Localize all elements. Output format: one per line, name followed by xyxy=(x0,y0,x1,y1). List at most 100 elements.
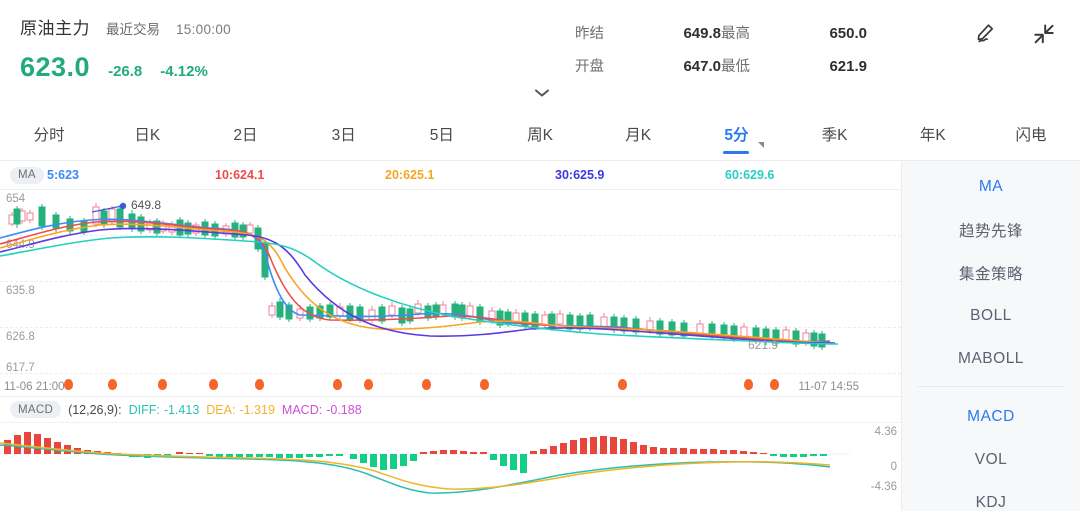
indicator-sidebar: MA 趋势先锋 集金策略 BOLL MABOLL MACD VOL KDJ xyxy=(901,161,1080,511)
gridline xyxy=(0,235,901,236)
tab-label: 5日 xyxy=(429,127,454,144)
session-dot xyxy=(64,379,73,390)
gridline xyxy=(0,281,901,282)
sidebar-item-label: 趋势先锋 xyxy=(958,222,1023,240)
tab-5day[interactable]: 5日 xyxy=(393,108,491,161)
chevron-down-icon[interactable] xyxy=(534,88,550,98)
session-dot xyxy=(333,379,342,390)
tab-3day[interactable]: 3日 xyxy=(295,108,393,161)
sidebar-item-label: 集金策略 xyxy=(958,265,1023,283)
indicator-group-main: MA 趋势先锋 集金策略 BOLL MABOLL xyxy=(902,161,1080,380)
stat-label-prev-settle: 昨结 xyxy=(575,26,604,42)
sidebar-item-label: MA xyxy=(978,177,1004,195)
session-dot xyxy=(480,379,489,390)
macd-diff-value: -1.413 xyxy=(163,402,200,417)
sidebar-item-gold-strategy[interactable]: 集金策略 xyxy=(902,251,1080,294)
dea-line xyxy=(0,442,831,490)
session-dot xyxy=(422,379,431,390)
last-price: 623.0 xyxy=(20,52,91,82)
stat-label-open: 开盘 xyxy=(575,59,604,75)
ma20-line xyxy=(0,223,833,344)
tab-label: 周K xyxy=(527,127,553,144)
macd-dea-value: -1.319 xyxy=(239,402,275,417)
ma-legend-ma5: 5:623 xyxy=(47,168,79,182)
macd-axis-label-bottom: -4.36 xyxy=(870,481,897,493)
tab-label: 5分 xyxy=(724,127,749,144)
sidebar-item-label: MABOLL xyxy=(958,349,1024,367)
macd-indicator-chip[interactable]: MACD xyxy=(10,401,62,418)
gridline xyxy=(0,327,901,328)
sidebar-item-kdj[interactable]: KDJ xyxy=(902,481,1080,511)
tab-label: 分时 xyxy=(33,127,65,144)
last-trade-label: 最近交易 xyxy=(106,22,160,37)
price-axis-label-3: 626.8 xyxy=(6,331,35,343)
last-trade-time: 15:00:00 xyxy=(176,22,231,37)
price-chart-pane[interactable]: 654 644.9 635.8 626.8 617.7 xyxy=(0,189,901,374)
macd-chart-pane[interactable]: 4.36 0 -4.36 xyxy=(0,422,901,510)
tab-dayk[interactable]: 日K xyxy=(98,108,196,161)
tab-label: 日K xyxy=(134,127,161,144)
macd-legend: MACD (12,26,9): DIFF: -1.413 DEA: -1.319… xyxy=(0,396,901,422)
quote-header: 原油主力 最近交易 15:00:00 623.0 -26.8 -4.12% 昨结… xyxy=(0,0,1080,108)
macd-positive-bars xyxy=(4,432,767,454)
low-price-label: 621.9 xyxy=(748,338,779,352)
tab-label: 季K xyxy=(821,127,848,144)
session-dot xyxy=(618,379,627,390)
price-change-percent: -4.12% xyxy=(160,63,208,80)
tab-2day[interactable]: 2日 xyxy=(196,108,294,161)
sidebar-item-label: MACD xyxy=(967,407,1015,425)
ma60-line xyxy=(0,235,839,345)
high-price-label: 649.8 xyxy=(131,198,162,212)
price-axis-label-2: 635.8 xyxy=(6,285,35,297)
sidebar-item-label: KDJ xyxy=(975,493,1007,511)
stat-value-low: 621.9 xyxy=(829,58,867,75)
sidebar-item-label: VOL xyxy=(974,450,1008,468)
session-dot xyxy=(209,379,218,390)
quote-stats: 昨结 649.8 最高 650.0 开盘 647.0 最低 621.9 xyxy=(575,22,867,76)
header-icon-group xyxy=(970,20,1058,48)
ma-legend-ma10: 10:624.1 xyxy=(215,168,265,182)
tab-label: 闪电 xyxy=(1015,127,1047,144)
period-tab-bar: 分时 日K 2日 3日 5日 周K 月K 5分 季K 年K 闪电 xyxy=(0,108,1080,161)
tab-yeark[interactable]: 年K xyxy=(884,108,982,161)
time-axis-start: 11-06 21:00 xyxy=(4,381,65,393)
price-axis-label-4: 617.7 xyxy=(6,362,35,374)
draw-tool-icon[interactable] xyxy=(970,20,998,48)
sidebar-item-boll[interactable]: BOLL xyxy=(902,294,1080,337)
macd-axis-label-zero: 0 xyxy=(890,461,897,473)
tab-active-underline xyxy=(723,151,750,154)
session-dot xyxy=(158,379,167,390)
sidebar-item-ma[interactable]: MA xyxy=(902,165,1080,208)
sidebar-item-macd[interactable]: MACD xyxy=(902,395,1080,438)
tab-monthk[interactable]: 月K xyxy=(589,108,687,161)
instrument-name-row: 原油主力 最近交易 15:00:00 xyxy=(20,14,231,39)
ma-indicator-chip[interactable]: MA xyxy=(10,166,44,184)
sidebar-item-maboll[interactable]: MABOLL xyxy=(902,337,1080,380)
macd-axis-label-top: 4.36 xyxy=(874,426,897,438)
price-row: 623.0 -26.8 -4.12% xyxy=(20,52,231,83)
stat-label-low: 最低 xyxy=(721,59,750,75)
sidebar-item-trend-pioneer[interactable]: 趋势先锋 xyxy=(902,208,1080,251)
tab-weekk[interactable]: 周K xyxy=(491,108,589,161)
stat-value-high: 650.0 xyxy=(829,25,867,42)
macd-lines xyxy=(0,442,831,494)
tab-dropdown-caret-icon[interactable] xyxy=(757,141,764,148)
tab-label: 月K xyxy=(625,127,652,144)
ma-legend-ma60: 60:629.6 xyxy=(725,168,775,182)
ma10-line xyxy=(0,220,831,344)
collapse-arrows-icon[interactable] xyxy=(1030,20,1058,48)
high-price-marker xyxy=(91,202,127,213)
tab-lightning[interactable]: 闪电 xyxy=(982,108,1080,161)
tab-5min[interactable]: 5分 xyxy=(687,108,785,161)
tab-quarterk[interactable]: 季K xyxy=(786,108,884,161)
macd-params: (12,26,9): xyxy=(68,402,122,417)
sidebar-item-vol[interactable]: VOL xyxy=(902,438,1080,481)
macd-macd-label: MACD: xyxy=(281,402,323,417)
sidebar-item-label: BOLL xyxy=(970,306,1012,324)
tab-fenshi[interactable]: 分时 xyxy=(0,108,98,161)
price-axis-label-0: 654 xyxy=(6,193,26,205)
session-dot xyxy=(364,379,373,390)
ma-legend: MA 5:623 10:624.1 20:625.1 30:625.9 60:6… xyxy=(0,161,901,189)
price-change: -26.8 xyxy=(108,63,143,80)
diff-line xyxy=(0,444,831,494)
